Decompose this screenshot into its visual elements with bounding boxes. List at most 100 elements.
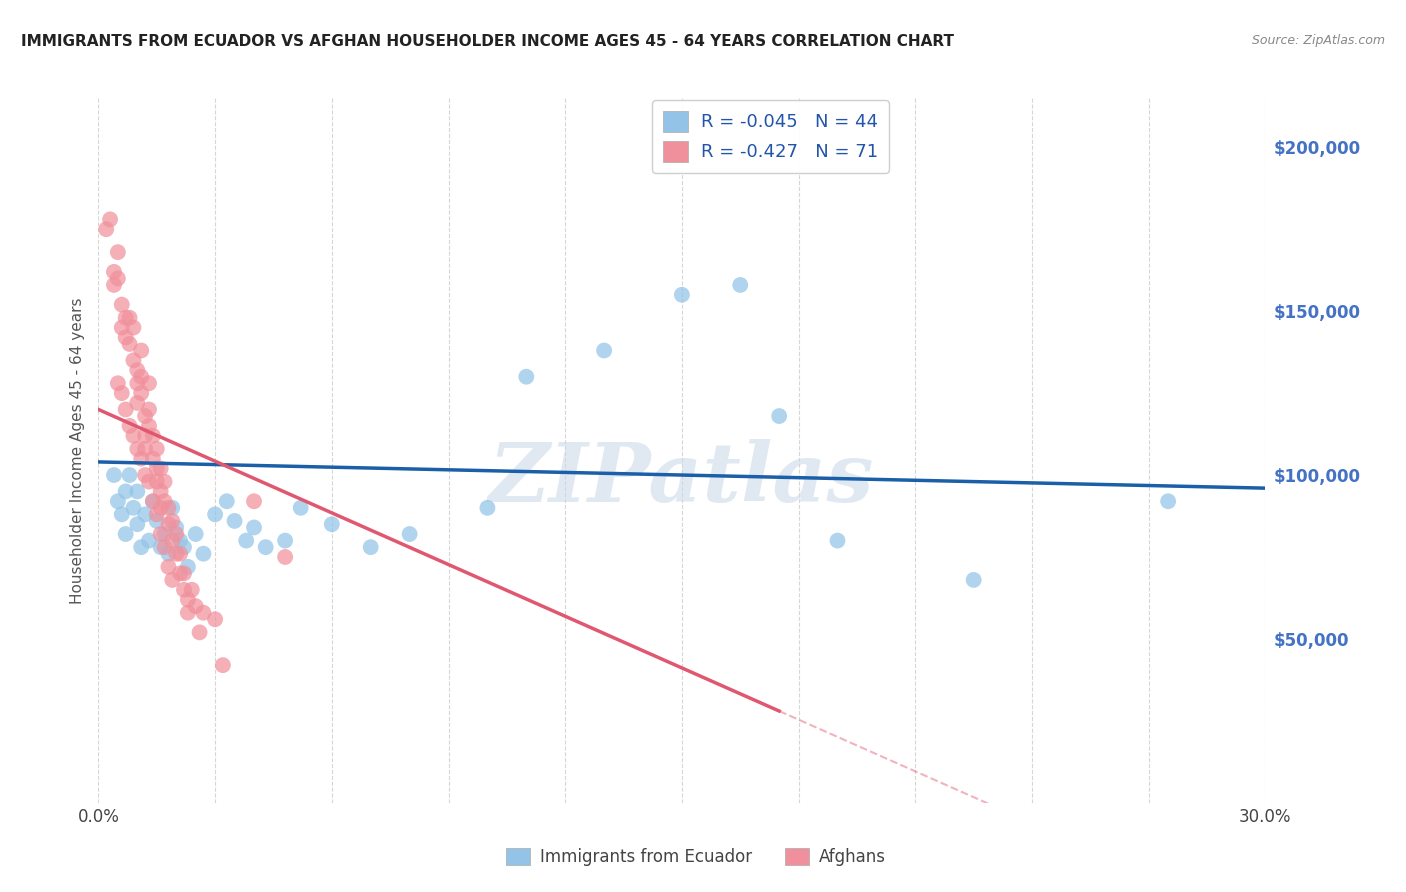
Point bbox=[162, 573, 184, 587]
Point bbox=[169, 566, 191, 581]
Point bbox=[129, 451, 152, 466]
Point bbox=[122, 353, 145, 368]
Point bbox=[142, 451, 165, 466]
Point bbox=[827, 533, 849, 548]
Point bbox=[111, 508, 134, 522]
Point bbox=[129, 343, 152, 358]
Point bbox=[134, 468, 156, 483]
Point bbox=[138, 402, 160, 417]
Point bbox=[962, 573, 984, 587]
Point bbox=[149, 461, 172, 475]
Point bbox=[129, 540, 152, 554]
Point bbox=[127, 363, 149, 377]
Point bbox=[114, 484, 136, 499]
Point bbox=[177, 592, 200, 607]
Point bbox=[153, 540, 176, 554]
Point bbox=[127, 396, 149, 410]
Point bbox=[114, 527, 136, 541]
Point bbox=[274, 533, 297, 548]
Point bbox=[173, 566, 195, 581]
Point bbox=[184, 527, 207, 541]
Point bbox=[96, 222, 118, 236]
Point bbox=[138, 418, 160, 433]
Text: ZIPatlas: ZIPatlas bbox=[489, 439, 875, 518]
Point bbox=[138, 376, 160, 391]
Point bbox=[142, 494, 165, 508]
Point bbox=[129, 369, 152, 384]
Point bbox=[146, 442, 169, 456]
Point bbox=[149, 527, 172, 541]
Point bbox=[107, 494, 129, 508]
Point bbox=[204, 508, 226, 522]
Point bbox=[111, 386, 134, 401]
Point bbox=[169, 547, 191, 561]
Text: IMMIGRANTS FROM ECUADOR VS AFGHAN HOUSEHOLDER INCOME AGES 45 - 64 YEARS CORRELAT: IMMIGRANTS FROM ECUADOR VS AFGHAN HOUSEH… bbox=[21, 34, 955, 49]
Y-axis label: Householder Income Ages 45 - 64 years: Householder Income Ages 45 - 64 years bbox=[69, 297, 84, 604]
Point bbox=[243, 494, 266, 508]
Point bbox=[149, 540, 172, 554]
Point bbox=[114, 310, 136, 325]
Point bbox=[157, 547, 180, 561]
Point bbox=[671, 287, 693, 301]
Point bbox=[111, 320, 134, 334]
Point bbox=[127, 376, 149, 391]
Point bbox=[114, 402, 136, 417]
Point bbox=[162, 500, 184, 515]
Point bbox=[180, 582, 202, 597]
Point bbox=[177, 606, 200, 620]
Legend: Immigrants from Ecuador, Afghans: Immigrants from Ecuador, Afghans bbox=[499, 841, 893, 873]
Point bbox=[169, 533, 191, 548]
Point bbox=[138, 533, 160, 548]
Point bbox=[768, 409, 790, 423]
Point bbox=[134, 508, 156, 522]
Point bbox=[157, 559, 180, 574]
Point bbox=[290, 500, 312, 515]
Point bbox=[107, 245, 129, 260]
Point bbox=[515, 369, 537, 384]
Point bbox=[149, 500, 172, 515]
Point bbox=[165, 547, 187, 561]
Point bbox=[138, 475, 160, 489]
Legend: R = -0.045   N = 44, R = -0.427   N = 71: R = -0.045 N = 44, R = -0.427 N = 71 bbox=[652, 100, 889, 172]
Point bbox=[146, 514, 169, 528]
Point bbox=[204, 612, 226, 626]
Point bbox=[111, 297, 134, 311]
Point bbox=[243, 520, 266, 534]
Point bbox=[122, 428, 145, 442]
Point bbox=[103, 468, 125, 483]
Point bbox=[730, 277, 752, 292]
Point bbox=[165, 527, 187, 541]
Point bbox=[398, 527, 420, 541]
Point bbox=[127, 442, 149, 456]
Point bbox=[142, 428, 165, 442]
Point bbox=[98, 212, 121, 227]
Point bbox=[321, 517, 343, 532]
Point bbox=[118, 418, 141, 433]
Point bbox=[162, 514, 184, 528]
Point bbox=[142, 494, 165, 508]
Point bbox=[103, 265, 125, 279]
Point bbox=[153, 494, 176, 508]
Point bbox=[177, 559, 200, 574]
Point bbox=[122, 500, 145, 515]
Point bbox=[114, 330, 136, 344]
Point bbox=[162, 533, 184, 548]
Point bbox=[165, 520, 187, 534]
Point bbox=[235, 533, 257, 548]
Point bbox=[134, 428, 156, 442]
Point bbox=[107, 271, 129, 285]
Point bbox=[118, 468, 141, 483]
Point bbox=[173, 540, 195, 554]
Point bbox=[477, 500, 499, 515]
Point bbox=[129, 386, 152, 401]
Point bbox=[149, 484, 172, 499]
Point bbox=[1157, 494, 1180, 508]
Point bbox=[146, 461, 169, 475]
Point bbox=[157, 500, 180, 515]
Text: Source: ZipAtlas.com: Source: ZipAtlas.com bbox=[1251, 34, 1385, 47]
Point bbox=[254, 540, 277, 554]
Point bbox=[122, 320, 145, 334]
Point bbox=[107, 376, 129, 391]
Point bbox=[360, 540, 382, 554]
Point bbox=[146, 508, 169, 522]
